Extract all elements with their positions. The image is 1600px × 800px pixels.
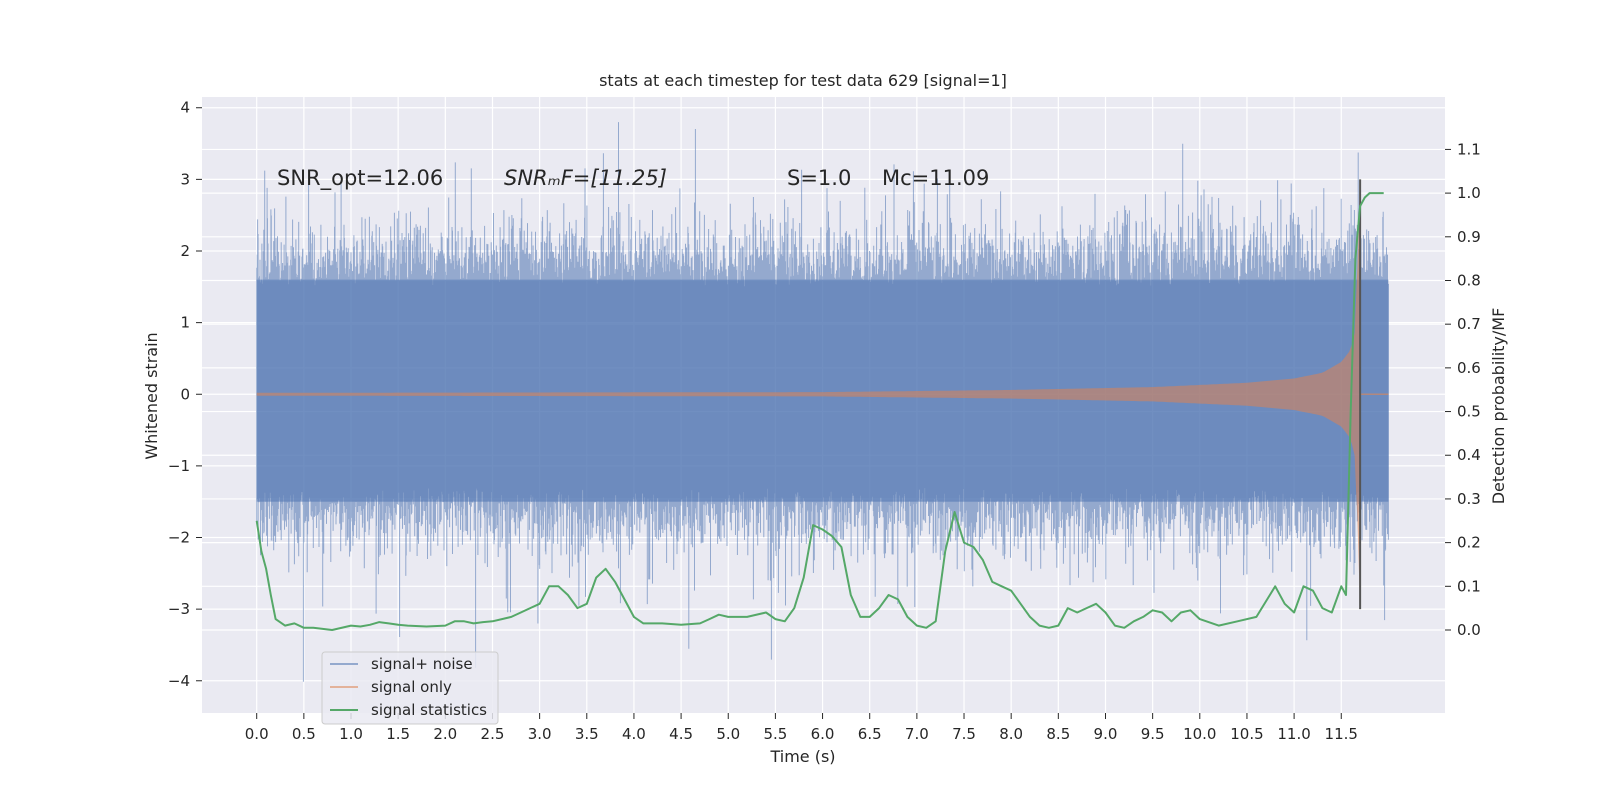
x-tick-label: 10.0 [1183, 725, 1216, 743]
x-axis: 0.0 0.5 1.0 1.5 2.0 2.5 3.0 3.5 4.0 4.5 5.0 5.5 6.0 6… [245, 713, 1358, 743]
x-tick-label: 9.5 [1141, 725, 1165, 743]
legend-label-signal-statistics: signal statistics [371, 701, 487, 719]
annotation-snr-mf: SNRₘF=[11.25] [504, 166, 667, 190]
x-tick-label: 2.0 [433, 725, 457, 743]
left-y-tick-label: −1 [168, 457, 190, 475]
right-y-tick-label: 0.4 [1457, 446, 1481, 464]
x-tick-label: 8.5 [1046, 725, 1070, 743]
right-y-tick-label: 0.5 [1457, 403, 1481, 421]
x-tick-label: 5.0 [716, 725, 740, 743]
x-tick-label: 4.5 [669, 725, 693, 743]
x-tick-label: 1.5 [386, 725, 410, 743]
left-y-tick-label: −3 [168, 600, 190, 618]
legend-label-signal-only: signal only [371, 678, 452, 696]
chart-title: stats at each timestep for test data 629… [599, 71, 1007, 90]
left-y-tick-label: −4 [168, 672, 190, 690]
legend-label-signal-plus-noise: signal+ noise [371, 655, 473, 673]
left-y-tick-label: 2 [180, 242, 190, 260]
left-y-tick-label: 4 [180, 99, 190, 117]
x-tick-label: 11.5 [1325, 725, 1358, 743]
x-tick-label: 1.0 [339, 725, 363, 743]
right-y-tick-label: 0.1 [1457, 577, 1481, 595]
x-tick-label: 0.5 [292, 725, 316, 743]
legend: signal+ noise signal only signal statist… [321, 651, 499, 725]
x-tick-label: 6.0 [811, 725, 835, 743]
left-y-axis: −4 −3 −2 −1 0 1 2 3 4 [168, 99, 202, 690]
legend-box [321, 651, 499, 725]
right-y-tick-label: 1.0 [1457, 184, 1481, 202]
y-axis-label: Whitened strain [142, 332, 161, 459]
x-axis-label: Time (s) [769, 747, 835, 766]
left-y-tick-label: 3 [180, 170, 190, 188]
right-y-tick-label: 0.6 [1457, 359, 1481, 377]
x-tick-label: 3.5 [575, 725, 599, 743]
right-y-tick-label: 0.3 [1457, 490, 1481, 508]
left-y-tick-label: 0 [180, 385, 190, 403]
x-tick-label: 0.0 [245, 725, 269, 743]
right-y-tick-label: 1.1 [1457, 140, 1481, 158]
x-tick-label: 8.0 [999, 725, 1023, 743]
signal-statistics-line [255, 192, 1384, 631]
right-y-tick-label: 0.7 [1457, 315, 1481, 333]
x-tick-label: 7.0 [905, 725, 929, 743]
x-tick-label: 9.0 [1094, 725, 1118, 743]
x-tick-label: 2.5 [481, 725, 505, 743]
x-tick-label: 10.5 [1230, 725, 1263, 743]
annotation-s: S=1.0 [787, 166, 851, 190]
right-y-tick-label: 0.2 [1457, 534, 1481, 552]
left-y-tick-label: 1 [180, 314, 190, 332]
annotation-mc: Mᴄ=11.09 [882, 166, 989, 190]
x-tick-label: 3.0 [528, 725, 552, 743]
right-y-tick-label: 0.9 [1457, 228, 1481, 246]
signal-only-envelope [256, 179, 1361, 610]
x-tick-label: 5.5 [763, 725, 787, 743]
x-tick-label: 7.5 [952, 725, 976, 743]
signal-only-series [256, 179, 1389, 610]
annotation-snr-opt: SNR_opt=12.06 [277, 166, 443, 191]
signal-statistics-series [255, 192, 1384, 631]
right-y-tick-label: 0.0 [1457, 621, 1481, 639]
x-tick-label: 6.5 [858, 725, 882, 743]
x-tick-label: 11.0 [1277, 725, 1310, 743]
x-tick-label: 4.0 [622, 725, 646, 743]
right-y-axis-label: Detection probability/MF [1489, 308, 1508, 505]
right-y-axis: 0.0 0.1 0.2 0.3 0.4 0.5 0.6 0.7 0.8 0.9 1.0 1.1 [1445, 140, 1481, 639]
right-y-tick-label: 0.8 [1457, 271, 1481, 289]
left-y-tick-label: −2 [168, 529, 190, 547]
annotations: SNR_opt=12.06 SNRₘF=[11.25] S=1.0 Mᴄ=11.… [277, 166, 989, 191]
